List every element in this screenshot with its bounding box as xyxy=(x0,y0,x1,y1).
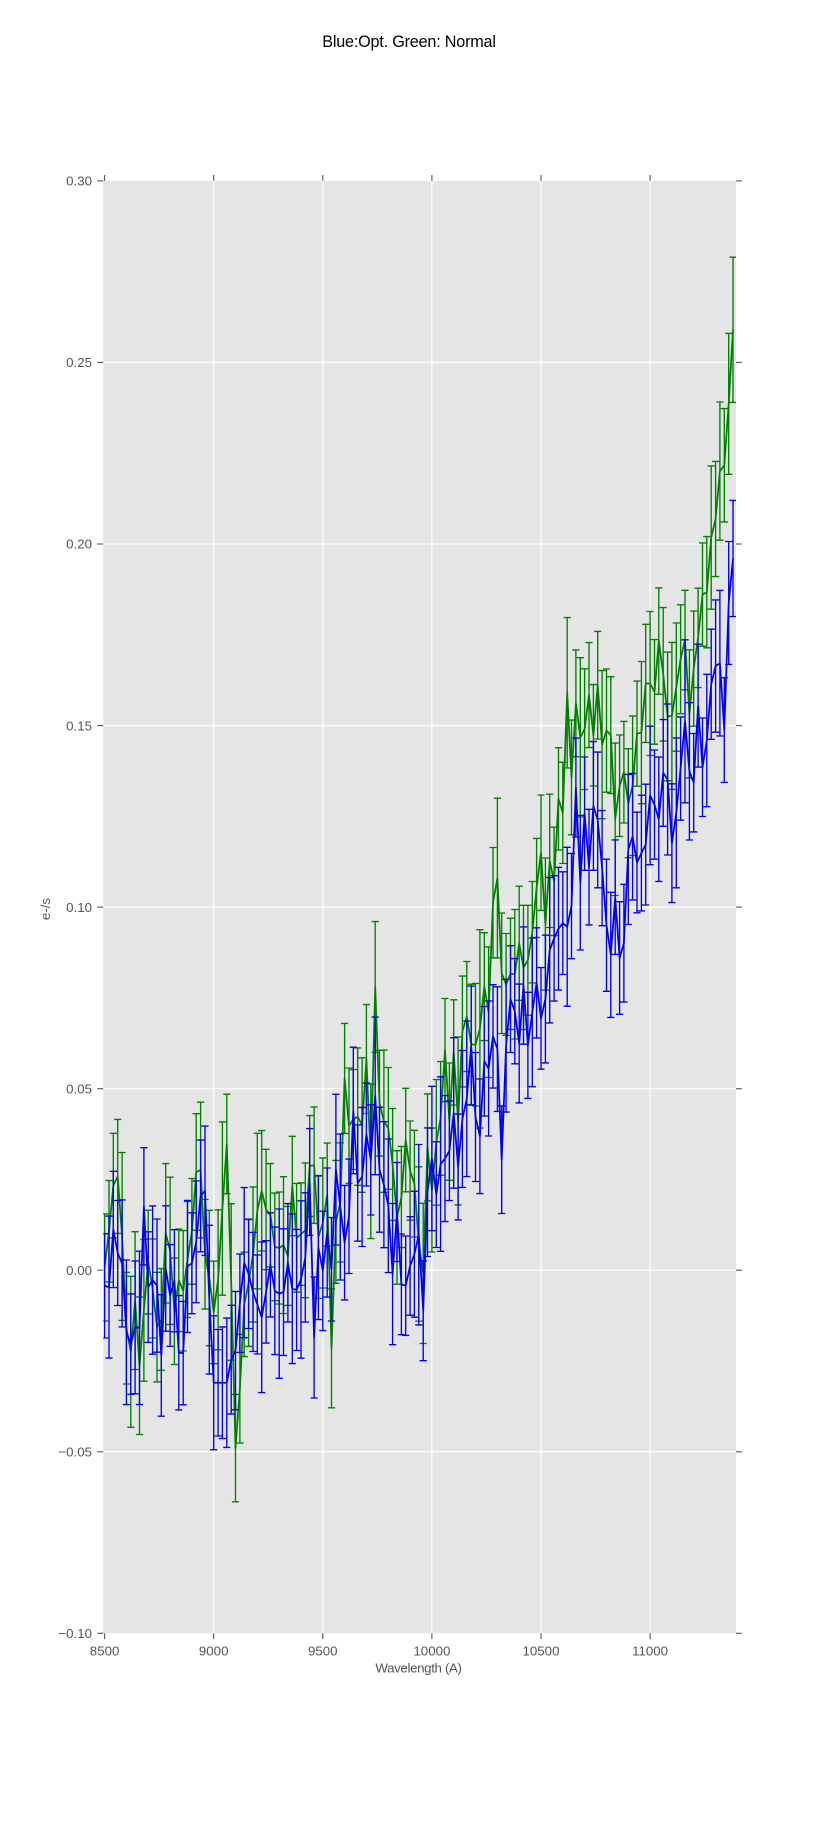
svg-text:11000: 11000 xyxy=(632,1644,668,1659)
svg-text:0.15: 0.15 xyxy=(66,718,92,733)
svg-text:−0.05: −0.05 xyxy=(58,1445,92,1460)
svg-text:0.25: 0.25 xyxy=(66,355,92,370)
svg-text:−0.10: −0.10 xyxy=(58,1626,92,1641)
svg-text:8500: 8500 xyxy=(90,1644,120,1659)
svg-text:0.20: 0.20 xyxy=(66,537,92,552)
svg-text:10500: 10500 xyxy=(523,1644,560,1659)
svg-text:0.00: 0.00 xyxy=(66,1263,92,1278)
svg-text:e-/s: e-/s xyxy=(38,898,53,921)
svg-text:0.30: 0.30 xyxy=(66,174,92,189)
svg-text:0.05: 0.05 xyxy=(66,1081,92,1096)
svg-text:10000: 10000 xyxy=(413,1644,450,1659)
svg-text:0.10: 0.10 xyxy=(66,900,92,915)
svg-text:9500: 9500 xyxy=(308,1644,338,1659)
svg-text:Blue:Opt. Green: Normal: Blue:Opt. Green: Normal xyxy=(322,33,496,51)
svg-text:9000: 9000 xyxy=(199,1644,229,1659)
svg-text:Wavelength (A): Wavelength (A) xyxy=(375,1661,461,1676)
